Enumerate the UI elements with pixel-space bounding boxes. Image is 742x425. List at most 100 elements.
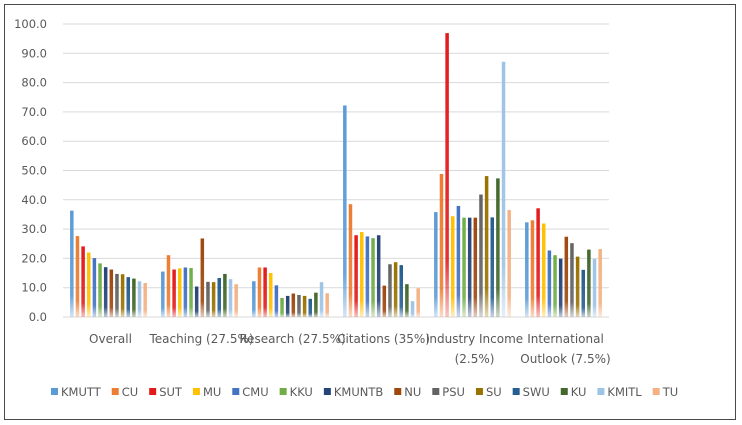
bar-kku-1 xyxy=(189,268,193,317)
legend-swatch xyxy=(323,388,331,395)
bar-ku-4 xyxy=(496,178,500,317)
x-category-label: Citations (35%) xyxy=(337,332,430,346)
bar-psu-3 xyxy=(388,264,392,317)
legend-swatch xyxy=(51,388,58,395)
bar-su-4 xyxy=(484,176,489,317)
bar-ku-0 xyxy=(132,278,136,317)
bar-nu-0 xyxy=(109,269,114,317)
legend-swatch xyxy=(394,388,402,395)
bar-kmutt-0 xyxy=(70,210,74,317)
bar-kku-2 xyxy=(280,297,284,317)
bar-kmutt-4 xyxy=(434,212,438,317)
y-tick-label: 80.0 xyxy=(21,76,47,90)
bar-kmitl-3 xyxy=(410,301,415,317)
bar-swu-5 xyxy=(581,269,585,317)
x-category-label: (2.5%) xyxy=(455,352,495,366)
bar-nu-3 xyxy=(382,285,387,317)
bar-kmuntb-5 xyxy=(558,258,563,317)
bar-psu-2 xyxy=(297,295,301,317)
bar-cmu-5 xyxy=(547,250,552,317)
bar-su-2 xyxy=(302,295,307,317)
bar-swu-4 xyxy=(490,217,494,317)
bar-cu-1 xyxy=(166,255,171,317)
bar-kmitl-0 xyxy=(137,281,142,317)
bar-swu-2 xyxy=(308,298,312,317)
bar-psu-1 xyxy=(206,281,210,317)
bar-kmitl-1 xyxy=(228,279,233,317)
bar-kku-3 xyxy=(371,238,375,317)
legend-swatch xyxy=(475,388,483,395)
x-axis-categories: Overall Teaching (27.5%)Research (27.5%)C… xyxy=(89,332,611,366)
bar-psu-4 xyxy=(479,194,483,317)
bar-psu-0 xyxy=(115,273,119,317)
legend-label: NU xyxy=(404,385,421,399)
x-category-label: Outlook (7.5%) xyxy=(520,352,610,366)
y-tick-label: 100.0 xyxy=(14,17,47,31)
y-tick-label: 40.0 xyxy=(21,193,47,207)
bar-kmuntb-0 xyxy=(103,267,108,317)
y-tick-label: 30.0 xyxy=(21,222,47,236)
bar-nu-2 xyxy=(291,293,296,317)
bar-kku-4 xyxy=(462,217,466,317)
legend-swatch xyxy=(652,388,660,395)
legend-label: CMU xyxy=(242,385,268,399)
bar-kmuntb-3 xyxy=(376,235,381,317)
bar-cu-2 xyxy=(257,267,262,317)
bar-cu-4 xyxy=(439,174,444,317)
legend-label: MU xyxy=(203,385,221,399)
y-tick-label: 0.0 xyxy=(29,310,47,324)
bar-nu-4 xyxy=(473,217,478,317)
bar-kmitl-4 xyxy=(501,61,506,317)
bar-kku-5 xyxy=(553,255,557,317)
x-category-label: Teaching (27.5%) xyxy=(148,332,253,346)
bar-su-0 xyxy=(120,274,125,317)
bar-cmu-3 xyxy=(365,236,370,317)
bar-swu-1 xyxy=(217,278,221,317)
y-tick-label: 10.0 xyxy=(21,281,47,295)
bar-kmuntb-4 xyxy=(467,217,472,317)
bar-kmutt-3 xyxy=(343,105,347,317)
bar-mu-3 xyxy=(360,232,364,317)
x-category-label: Industry Income xyxy=(426,332,523,346)
bar-ku-1 xyxy=(223,273,227,317)
bar-kmuntb-2 xyxy=(285,295,290,317)
x-category-label: International xyxy=(527,332,604,346)
legend-swatch xyxy=(192,388,200,395)
bar-mu-1 xyxy=(178,268,182,317)
y-tick-label: 90.0 xyxy=(21,46,47,60)
y-tick-label: 50.0 xyxy=(21,164,47,178)
legend-label: PSU xyxy=(442,385,465,399)
bar-sut-0 xyxy=(81,246,85,317)
chart-frame: 0.0 10.0 20.0 30.0 40.0 50.0 60.0 70.0 80.0 90.0 1… xyxy=(4,4,736,420)
bar-swu-0 xyxy=(126,277,130,317)
bar-tu-3 xyxy=(416,288,420,317)
legend-label: SWU xyxy=(523,385,550,399)
bar-kmutt-2 xyxy=(252,281,256,317)
bar-cmu-4 xyxy=(456,205,461,317)
bar-psu-5 xyxy=(570,243,574,317)
bar-cmu-2 xyxy=(274,285,279,317)
bar-su-1 xyxy=(211,282,216,317)
legend: KMUTT CU SUT MU CMU KKU KMUNTB NU PSU SU SWU KU KMIT… xyxy=(51,385,678,399)
x-category-label: Research (27.5%) xyxy=(239,332,345,346)
bar-swu-3 xyxy=(399,265,403,317)
bar-cu-3 xyxy=(348,204,353,317)
bar-sut-3 xyxy=(354,235,358,317)
x-category-label: Overall xyxy=(89,332,132,346)
bar-cmu-1 xyxy=(183,267,188,317)
legend-label: KMITL xyxy=(607,385,642,399)
bar-sut-5 xyxy=(536,208,540,317)
legend-swatch xyxy=(279,388,287,395)
bar-mu-0 xyxy=(87,252,91,317)
legend-swatch xyxy=(560,388,568,395)
bar-kmuntb-1 xyxy=(194,286,199,317)
legend-label: TU xyxy=(662,385,678,399)
legend-label: SU xyxy=(486,385,502,399)
legend-label: KKU xyxy=(290,385,313,399)
bar-tu-5 xyxy=(598,249,602,317)
bar-cu-5 xyxy=(530,220,535,317)
y-tick-label: 20.0 xyxy=(21,251,47,265)
bars xyxy=(70,33,602,317)
bar-tu-1 xyxy=(234,284,238,317)
bar-kmutt-5 xyxy=(525,222,529,317)
